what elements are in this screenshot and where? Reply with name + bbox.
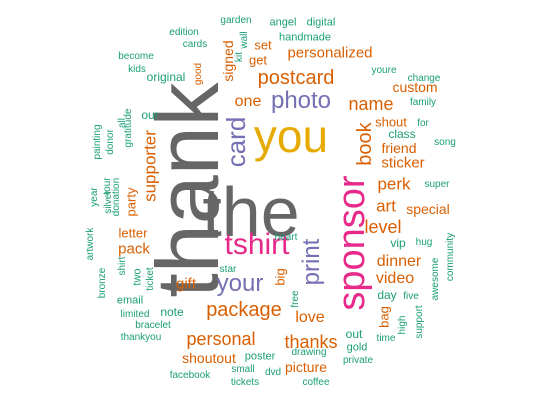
word-limited: limited <box>120 309 150 320</box>
word-your: your <box>216 270 264 297</box>
word-party: party <box>123 187 139 217</box>
word-poster: poster <box>244 350 276 363</box>
word-wall: wall <box>239 31 250 49</box>
word-tshirt: tshirt <box>224 228 290 261</box>
word-family: family <box>409 97 437 108</box>
word-signed: signed <box>220 40 236 82</box>
word-all: all <box>117 117 128 129</box>
word-special: special <box>406 201 450 217</box>
word-one: one <box>234 93 262 110</box>
word-email: email <box>116 294 144 307</box>
word-bracelet: bracelet <box>135 320 171 331</box>
word-perk: perk <box>377 174 411 194</box>
word-book: book <box>354 122 376 166</box>
word-our: our <box>141 108 159 122</box>
word-out: out <box>345 327 363 341</box>
word-good: good <box>193 62 204 86</box>
word-small: small <box>231 364 255 375</box>
word-name: name <box>348 94 394 114</box>
word-package: package <box>206 299 282 321</box>
word-big: big <box>272 268 288 286</box>
word-handmade: handmade <box>279 31 331 44</box>
word-set: set <box>254 37 272 53</box>
word-heart: heart <box>274 232 298 243</box>
word-get: get <box>248 52 268 68</box>
word-youre: youre <box>371 65 397 76</box>
word-love: love <box>295 309 325 326</box>
word-ticket: ticket <box>145 267 156 291</box>
word-bag: bag <box>376 306 392 328</box>
word-shoutout: shoutout <box>182 350 236 366</box>
word-dvd: dvd <box>264 367 282 378</box>
word-painting: painting <box>92 124 103 160</box>
word-vip: vip <box>390 236 406 250</box>
word-note: note <box>160 305 184 319</box>
word-the: the <box>202 173 300 251</box>
word-kit: kit <box>234 52 245 62</box>
word-five: five <box>403 291 419 302</box>
word-thanks: thanks <box>284 332 338 352</box>
word-for: for <box>417 118 429 129</box>
word-you: you <box>253 110 329 162</box>
word-change: change <box>407 73 441 84</box>
word-star: star <box>219 264 237 275</box>
word-friend: friend <box>381 140 417 156</box>
word-sponsor: sponsor <box>331 175 373 311</box>
word-day: day <box>377 288 397 302</box>
word-personal: personal <box>186 329 256 349</box>
word-donor: donor <box>105 129 116 155</box>
word-song: song <box>434 137 456 148</box>
word-tickets: tickets <box>230 377 260 388</box>
word-letter: letter <box>118 225 148 241</box>
word-high: high <box>397 315 408 335</box>
word-digital: digital <box>306 16 336 29</box>
word-level: level <box>364 217 402 237</box>
word-bronze: bronze <box>97 267 108 299</box>
word-coffee: coffee <box>302 377 330 388</box>
word-video: video <box>375 270 415 287</box>
word-art: art <box>376 196 396 216</box>
word-postcard: postcard <box>257 67 335 89</box>
word-drawing: drawing <box>291 347 327 358</box>
word-private: private <box>342 355 374 366</box>
word-super: super <box>424 179 450 190</box>
word-photo: photo <box>270 87 332 114</box>
word-original: original <box>146 70 186 84</box>
word-pack: pack <box>118 240 150 258</box>
word-supporter: supporter <box>140 130 160 202</box>
word-edition: edition <box>169 27 199 38</box>
word-free: free <box>290 290 301 308</box>
word-donation: donation <box>111 177 122 217</box>
word-card: card <box>221 116 251 168</box>
word-hug: hug <box>415 237 433 248</box>
word-facebook: facebook <box>169 370 211 381</box>
word-class: class <box>388 127 416 141</box>
word-dinner: dinner <box>376 253 422 270</box>
word-year: year <box>89 187 100 207</box>
word-two: two <box>131 268 144 286</box>
word-gift: gift <box>175 275 197 293</box>
word-angel: angel <box>269 16 297 29</box>
word-support: support <box>414 305 425 339</box>
word-custom: custom <box>392 79 438 95</box>
word-gold: gold <box>346 341 368 354</box>
word-awesome: awesome <box>430 257 441 301</box>
word-picture: picture <box>284 359 328 375</box>
word-garden: garden <box>220 15 252 26</box>
word-community: community <box>445 232 456 282</box>
word-thankyou: thankyou <box>120 332 162 343</box>
word-artwork: artwork <box>85 227 96 261</box>
word-kids: kids <box>128 64 146 75</box>
word-become: become <box>118 51 154 62</box>
word-sticker: sticker <box>381 154 425 172</box>
word-shirt: shirt <box>117 256 128 276</box>
word-personalized: personalized <box>287 44 373 62</box>
word-cards: cards <box>182 39 208 50</box>
word-time: time <box>376 333 396 344</box>
word-shout: shout <box>375 114 407 130</box>
word-print: print <box>298 238 325 286</box>
